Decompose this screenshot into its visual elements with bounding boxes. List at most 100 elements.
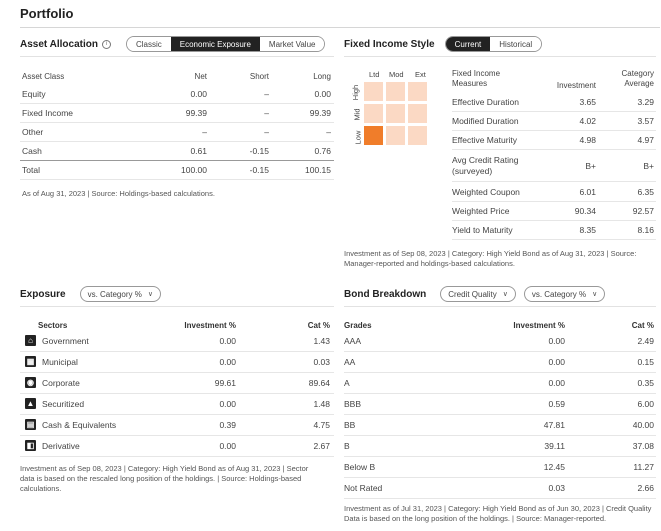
grade-cat: 11.27 [633,462,654,472]
grid-row-mid: Mid [352,108,362,121]
grade-label: Not Rated [344,483,383,493]
measure-category: 8.16 [637,225,654,235]
bond-breakdown-title: Bond Breakdown [344,288,427,300]
chevron-down-icon: ∨ [147,291,153,298]
sector-row: ⌂ Government 0.00 1.43 [20,331,334,352]
bond-breakdown-header: Bond Breakdown Credit Quality ∨ vs. Cate… [344,283,656,305]
grade-label: AA [344,357,356,367]
asset-allocation-divider [20,56,334,57]
long-value: 99.39 [309,108,331,118]
short-value: – [264,89,269,99]
long-value: 0.76 [314,146,331,156]
grade-label: B [344,441,350,451]
grid-column-ltd: Ltd [369,70,380,79]
short-value: – [264,127,269,137]
tab-economic-exposure[interactable]: Economic Exposure [170,37,260,51]
style-cell-mid-mod [386,104,405,123]
net-value: 0.00 [190,89,207,99]
net-total: 100.00 [181,165,207,175]
measure-investment: 90.34 [574,206,596,216]
table-row: Fixed Income 99.39 – 99.39 [20,104,334,123]
info-icon[interactable]: i [101,39,111,49]
sector-cat: 2.67 [313,441,330,451]
long-total: 100.15 [305,165,331,175]
sector-label: Cash & Equivalents [42,420,117,430]
fixed-income-style-panel: Fixed Income Style Current Historical Lt… [344,33,656,273]
sector-investment: 0.39 [219,420,236,430]
title-divider [20,27,660,28]
net-value: – [202,127,207,137]
measure-row: Yield to Maturity 8.35 8.16 [452,221,656,240]
long-value: – [326,127,331,137]
tab-classic[interactable]: Classic [126,37,171,51]
sector-label: Government [42,336,89,346]
sector-investment: 99.61 [214,378,236,388]
table-row: Equity 0.00 – 0.00 [20,85,334,104]
sector-row: ◉ Corporate 99.61 89.64 [20,373,334,394]
style-view-toggle: Current Historical [444,36,543,52]
sector-row: ◧ Derivative 0.00 2.67 [20,436,334,457]
measure-category: B+ [643,160,654,171]
grade-investment: 0.00 [548,336,565,346]
exposure-comparison-dropdown[interactable]: vs. Category % ∨ [79,286,161,302]
measure-investment: 8.35 [579,225,596,235]
column-header-cat: Cat % [307,320,330,330]
column-header-long: Long [313,71,331,81]
grade-row: A 0.00 0.35 [344,373,656,394]
page-title: Portfolio [20,6,74,21]
column-header-investment: Investment [556,81,596,90]
grade-cat: 6.00 [637,399,654,409]
tab-current[interactable]: Current [445,37,491,51]
total-row: Total 100.00 -0.15 100.15 [20,161,334,180]
grade-investment: 0.59 [548,399,565,409]
column-header-category-line1: Category [621,69,654,78]
sector-investment: 0.00 [219,336,236,346]
grade-investment: 39.11 [544,441,565,451]
grid-column-mod: Mod [389,70,404,79]
note-line: Investment as of Jul 31, 2023 | Category… [344,504,652,513]
table-row: Other – – – [20,123,334,142]
column-header-short: Short [249,71,269,81]
table-header: Sectors Investment % Cat % [20,318,334,332]
measure-investment: 4.02 [579,116,596,126]
bond-breakdown-type-dropdown[interactable]: Credit Quality ∨ [440,286,516,302]
fixed-income-source-note: Investment as of Sep 08, 2023 | Category… [344,249,656,269]
grade-row: Not Rated 0.03 2.66 [344,478,656,499]
measure-investment: 6.01 [579,187,596,197]
note-line: calculations. [20,484,62,493]
total-label: Total [22,165,40,175]
measure-label: Weighted Price [452,206,510,216]
tab-historical[interactable]: Historical [490,37,542,51]
grade-cat: 0.15 [637,357,654,367]
measure-row: Avg Credit Rating (surveyed) B+ B+ [452,150,656,182]
note-line: Data is based on the long position of th… [344,514,607,523]
measure-category: 3.29 [637,97,654,107]
bond-breakdown-divider [344,306,656,307]
sector-investment: 0.00 [219,441,236,451]
measure-category: 4.97 [637,135,654,145]
tab-market-value[interactable]: Market Value [259,37,325,51]
style-cell-mid-ext [408,104,427,123]
style-cell-mid-ltd [364,104,383,123]
sector-label: Municipal [42,357,78,367]
measure-investment: B+ [585,160,596,171]
measure-category: 6.35 [637,187,654,197]
bond-breakdown-comparison-dropdown[interactable]: vs. Category % ∨ [523,286,606,302]
grade-row: B 39.11 37.08 [344,436,656,457]
style-cell-low-ext [408,126,427,145]
sector-row: ▲ Securitized 0.00 1.48 [20,394,334,415]
corporate-icon: ◉ [25,377,36,388]
asset-allocation-panel: Asset Allocation i Classic Economic Expo… [20,33,334,213]
measure-label: Weighted Coupon [452,187,520,197]
fixed-income-style-box [364,82,427,145]
exposure-header: Exposure vs. Category % ∨ [20,283,334,305]
column-header-sectors: Sectors [38,320,68,330]
dropdown-value: vs. Category % [531,289,587,299]
measure-category: 3.57 [637,116,654,126]
style-cell-high-mod [386,82,405,101]
asset-allocation-header: Asset Allocation i Classic Economic Expo… [20,33,334,55]
chevron-down-icon: ∨ [502,291,508,298]
securitized-icon: ▲ [25,398,36,409]
column-header-measures-line1: Fixed Income [452,69,501,78]
column-header-investment: Investment % [184,320,236,330]
